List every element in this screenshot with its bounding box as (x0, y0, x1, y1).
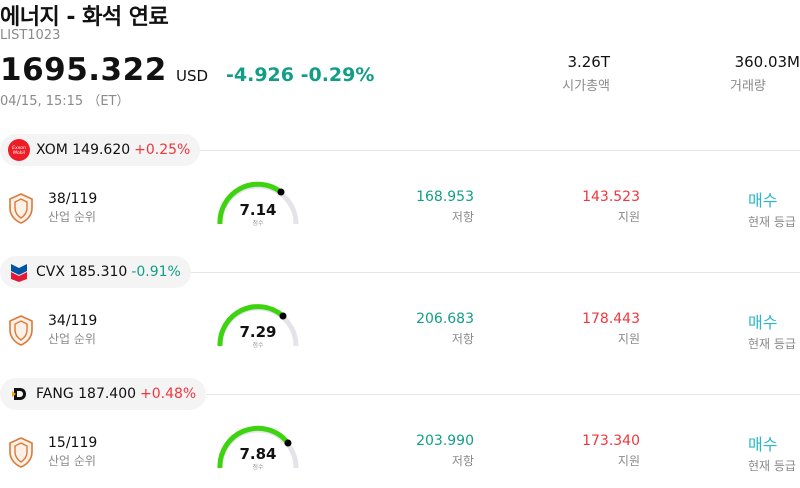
rank-label: 산업 순위 (48, 332, 96, 346)
support-value: 178.443 (582, 311, 640, 327)
resistance: 168.953 저항 (354, 189, 474, 225)
score-gauge: 7.29 점수 (214, 302, 304, 352)
exxonmobil-logo: Exxon Mobil (8, 139, 30, 161)
current-rating: 매수 현재 등급 (748, 187, 796, 230)
stock-chip[interactable]: CVX 185.310 -0.91% (0, 256, 191, 288)
industry-rank: 34/119 산업 순위 (48, 313, 97, 347)
currency: USD (176, 67, 209, 85)
diamondback-logo (8, 383, 30, 405)
industry-rank: 15/119 산업 순위 (48, 435, 97, 469)
support-label: 지원 (617, 332, 640, 346)
score-gauge: 7.14 점수 (214, 180, 304, 230)
support-value: 173.340 (582, 433, 640, 449)
chevron-logo (8, 261, 30, 283)
rank-shield-icon (9, 437, 33, 468)
ticker: XOM (36, 142, 68, 158)
volume-label: 거래량 (730, 79, 766, 94)
market-cap-value: 3.26T (567, 53, 610, 71)
market-cap-label: 시가총액 (562, 79, 610, 94)
svg-text:Exxon: Exxon (12, 145, 26, 151)
support: 173.340 지원 (520, 433, 640, 469)
rank-value: 15/119 (48, 435, 98, 451)
score-value: 7.14 (239, 201, 277, 219)
stock-price: 185.310 (69, 264, 128, 280)
current-rating: 매수 현재 등급 (748, 309, 796, 352)
rank-value: 38/119 (48, 191, 98, 207)
support-label: 지원 (617, 210, 640, 224)
score-label: 점수 (252, 220, 264, 227)
change-value: -4.926 (226, 64, 294, 86)
rank-label: 산업 순위 (48, 210, 96, 224)
resistance: 206.683 저항 (354, 311, 474, 347)
rating-value: 매수 (748, 191, 778, 210)
resistance: 203.990 저항 (354, 433, 474, 469)
score-value: 7.84 (239, 445, 277, 463)
rank-label: 산업 순위 (48, 454, 96, 468)
rating-value: 매수 (748, 313, 778, 332)
change-percent: -0.29% (300, 64, 375, 86)
ticker: FANG (36, 386, 74, 402)
current-rating: 매수 현재 등급 (748, 431, 796, 474)
resistance-value: 203.990 (416, 433, 474, 449)
divider (190, 272, 800, 273)
support-label: 지원 (617, 454, 640, 468)
timestamp: 04/15, 15:15 （ET） (0, 94, 130, 109)
resistance-value: 206.683 (416, 311, 474, 327)
support-value: 143.523 (582, 189, 640, 205)
support: 178.443 지원 (520, 311, 640, 347)
divider (206, 394, 800, 395)
resistance-label: 저항 (451, 210, 474, 224)
support: 143.523 지원 (520, 189, 640, 225)
score-label: 점수 (252, 342, 264, 349)
volume-value: 360.03M (734, 53, 800, 71)
svg-text:Mobil: Mobil (13, 150, 26, 156)
score-gauge: 7.84 점수 (214, 424, 304, 474)
rating-label: 현재 등급 (748, 459, 796, 473)
index-price: 1695.322 (0, 52, 167, 88)
price-change: -4.926 -0.29% (226, 64, 374, 86)
stock-price: 187.400 (78, 386, 137, 402)
score-label: 점수 (252, 464, 264, 471)
stock-change: +0.25% (134, 142, 191, 158)
stock-change: -0.91% (131, 264, 181, 280)
industry-rank: 38/119 산업 순위 (48, 191, 97, 225)
rank-shield-icon (9, 193, 33, 224)
page-title: 에너지 - 화석 연료 (0, 5, 169, 30)
rating-label: 현재 등급 (748, 215, 796, 229)
rating-value: 매수 (748, 435, 778, 454)
ticker: CVX (36, 264, 65, 280)
rating-label: 현재 등급 (748, 337, 796, 351)
stock-chip[interactable]: FANG 187.400 +0.48% (0, 378, 207, 410)
volume: 360.03M 거래량 (700, 53, 800, 94)
resistance-label: 저항 (451, 454, 474, 468)
resistance-label: 저항 (451, 332, 474, 346)
rank-value: 34/119 (48, 313, 98, 329)
divider (190, 150, 800, 151)
list-code: LIST1023 (0, 28, 61, 43)
rank-shield-icon (9, 315, 33, 346)
score-value: 7.29 (239, 323, 277, 341)
stock-change: +0.48% (140, 386, 197, 402)
stock-chip[interactable]: Exxon Mobil XOM 149.620 +0.25% (0, 134, 201, 166)
resistance-value: 168.953 (416, 189, 474, 205)
market-cap: 3.26T 시가총액 (540, 53, 610, 94)
stock-price: 149.620 (72, 142, 131, 158)
